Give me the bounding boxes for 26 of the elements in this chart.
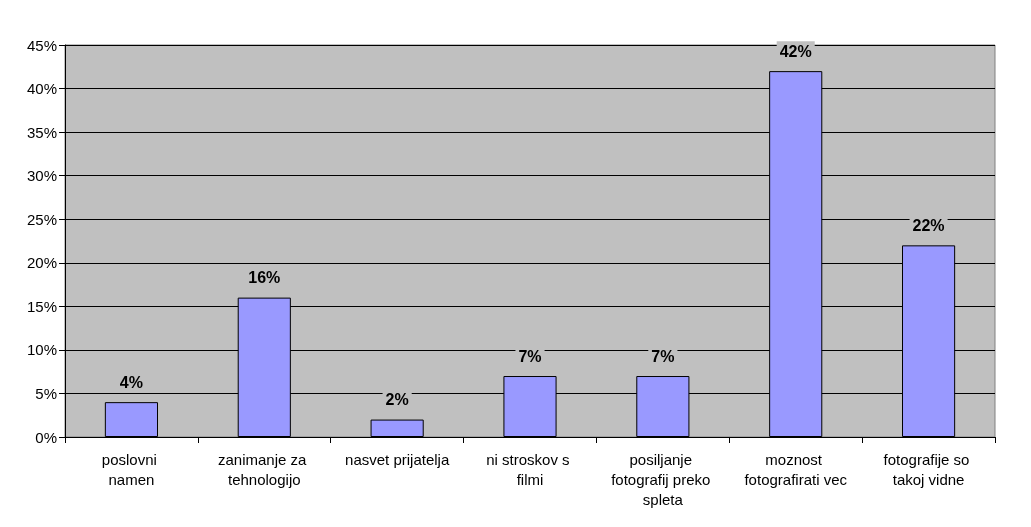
y-tick-label: 25%	[26, 210, 57, 228]
x-tick-label: zanimanje za tehnologijo	[218, 450, 311, 488]
data-label: 7%	[651, 347, 675, 365]
y-tick-label: 45%	[26, 36, 57, 54]
y-tick-label: 0%	[35, 428, 57, 446]
y-tick-label: 35%	[26, 123, 57, 141]
y-tick-label: 15%	[26, 297, 57, 315]
x-tick-label: nasvet prijatelja	[345, 450, 450, 468]
x-tick-label: ni stroskov s filmi	[486, 450, 574, 488]
y-tick-label: 20%	[26, 254, 57, 272]
x-tick-label: posiljanje fotografij preko spleta	[611, 450, 715, 508]
data-label: 16%	[248, 269, 281, 287]
x-tick-label: fotografije so takoj vidne	[883, 450, 974, 488]
y-tick-label: 10%	[26, 341, 57, 359]
data-label: 4%	[119, 373, 143, 391]
data-label: 42%	[779, 42, 812, 60]
data-label: 7%	[518, 347, 542, 365]
data-label: 22%	[912, 216, 945, 234]
x-tick-label: moznost fotografirati vec	[744, 450, 848, 488]
y-tick-label: 30%	[26, 167, 57, 185]
bar	[370, 419, 424, 437]
y-tick-label: 5%	[35, 384, 57, 402]
x-tick-label: poslovni namen	[101, 450, 162, 488]
bar	[104, 402, 158, 437]
data-label: 2%	[385, 391, 409, 409]
y-tick-label: 40%	[26, 80, 57, 98]
